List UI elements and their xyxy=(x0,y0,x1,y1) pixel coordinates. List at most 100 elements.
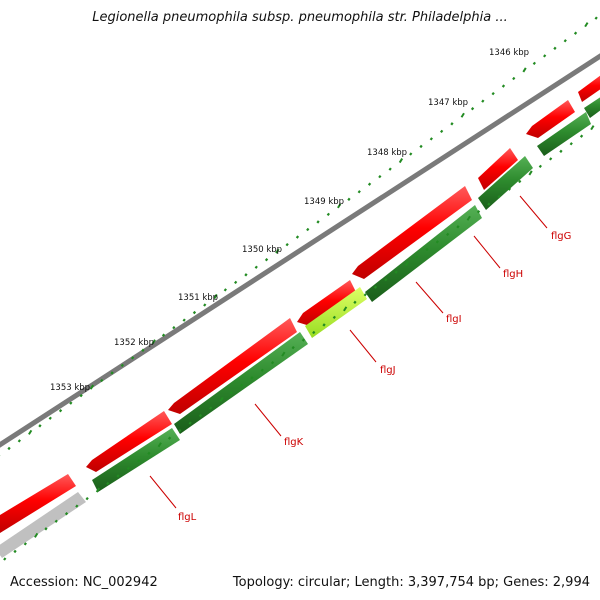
outer-tick xyxy=(306,227,310,232)
inner-tick xyxy=(549,157,553,161)
outer-tick xyxy=(594,16,598,20)
gene-arrow-green-flgL[interactable] xyxy=(92,428,180,492)
outer-tick xyxy=(398,158,404,164)
gene-arrow-red-8[interactable] xyxy=(578,72,600,102)
ruler-labels: 1346 kbp 1347 kbp 1348 kbp 1349 kbp 1350 kbp… xyxy=(50,48,529,393)
inner-tick xyxy=(188,421,192,425)
inner-tick xyxy=(44,527,48,531)
gene-arrow-green-flgG[interactable] xyxy=(537,112,591,156)
inner-tick xyxy=(23,542,27,546)
outer-tick xyxy=(161,333,166,337)
inner-tick xyxy=(343,306,348,312)
gene-arrow-green-flgK[interactable] xyxy=(174,332,308,434)
outer-tick xyxy=(203,303,207,307)
gene-arrow-red-4[interactable] xyxy=(297,280,357,326)
inner-tick xyxy=(487,202,491,206)
inner-tick xyxy=(518,179,522,184)
outer-tick xyxy=(244,273,248,277)
inner-tick xyxy=(332,315,336,320)
gene-label-flgH: flgH xyxy=(503,269,523,280)
inner-tick xyxy=(157,442,162,448)
inner-tick xyxy=(363,293,367,297)
gene-arrow-red-1[interactable] xyxy=(0,474,76,533)
inner-tick xyxy=(466,215,471,221)
inner-tick xyxy=(147,451,151,455)
outer-tick xyxy=(28,429,33,435)
gene-arrow-green-edge[interactable] xyxy=(584,94,600,118)
outer-tick xyxy=(234,280,238,285)
outer-tick xyxy=(275,248,280,254)
inner-tick xyxy=(456,225,460,229)
gene-arrow-red-3[interactable] xyxy=(168,318,297,414)
gene-label-flgK: flgK xyxy=(284,437,304,448)
outer-tick xyxy=(17,439,21,443)
outer-tick xyxy=(491,91,495,96)
outer-tick xyxy=(501,84,506,88)
outer-tick xyxy=(58,409,63,413)
gene-arrow-lime-flgJ[interactable] xyxy=(305,287,367,338)
gene-arrow-red-5[interactable] xyxy=(352,186,472,279)
outer-tick xyxy=(522,67,527,73)
outer-tick xyxy=(120,363,124,368)
gene-label-flgJ: flgJ xyxy=(380,365,396,376)
gene-callout-line xyxy=(254,403,282,437)
gene-callout-line xyxy=(349,329,377,363)
outer-tick xyxy=(316,220,320,224)
gene-callout-line xyxy=(519,195,548,229)
inner-tick xyxy=(538,164,542,169)
gene-arrow-red-2[interactable] xyxy=(86,411,172,472)
ruler-label: 1347 kbp xyxy=(428,98,468,108)
outer-tick xyxy=(367,182,372,186)
ruler-label: 1346 kbp xyxy=(489,48,529,58)
gene-label-flgG: flgG xyxy=(551,231,571,242)
outer-tick xyxy=(223,288,227,292)
gene-callout-line xyxy=(149,475,177,509)
outer-tick xyxy=(7,446,11,451)
reverse-strand-genes xyxy=(0,72,600,533)
inner-tick xyxy=(394,270,398,274)
outer-tick xyxy=(553,46,557,50)
outer-tick xyxy=(347,197,351,201)
gene-arrow-red-7[interactable] xyxy=(526,100,575,138)
gene-arrow-green-flgI[interactable] xyxy=(365,205,482,302)
map-title: Legionella pneumophila subsp. pneumophil… xyxy=(92,10,508,25)
outer-tick xyxy=(450,122,454,126)
forward-strand-genes xyxy=(92,94,600,492)
inner-tick xyxy=(219,396,224,402)
inner-tick xyxy=(415,255,419,259)
inner-tick xyxy=(507,187,512,191)
inner-tick xyxy=(106,481,110,486)
outer-tick xyxy=(69,401,73,405)
inner-tick xyxy=(590,125,595,131)
gene-callout-line xyxy=(473,235,501,269)
gene-grey-segment[interactable] xyxy=(0,492,86,558)
gene-arrow-red-6[interactable] xyxy=(478,148,518,190)
gene-arrow-green-flgH[interactable] xyxy=(478,156,533,210)
inner-tick xyxy=(291,345,295,350)
outer-tick xyxy=(182,318,186,322)
inner-tick xyxy=(54,519,58,523)
outer-tick xyxy=(337,203,342,209)
ruler-outer-ticks xyxy=(0,16,598,457)
outer-tick xyxy=(532,61,536,66)
outer-tick xyxy=(48,416,52,420)
outer-tick xyxy=(141,348,145,352)
outer-tick xyxy=(89,384,95,390)
ruler-label: 1351 kbp xyxy=(178,293,218,303)
inner-tick xyxy=(229,391,233,395)
outer-tick xyxy=(110,371,114,375)
outer-tick xyxy=(460,112,465,118)
inner-tick xyxy=(167,436,172,440)
inner-tick xyxy=(85,496,89,501)
inner-tick xyxy=(373,285,378,289)
inner-tick xyxy=(3,557,7,561)
outer-tick xyxy=(192,310,197,315)
outer-tick xyxy=(38,424,42,428)
inner-tick xyxy=(476,210,481,214)
ruler-inner-ticks xyxy=(3,125,595,561)
inner-tick xyxy=(281,351,286,357)
outer-tick xyxy=(584,22,589,28)
inner-tick xyxy=(34,532,39,538)
ruler-label: 1353 kbp xyxy=(50,383,90,393)
